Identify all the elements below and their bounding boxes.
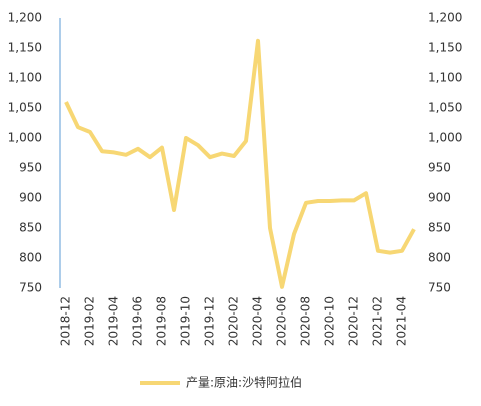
y-tick-label: 1,150 (8, 41, 42, 55)
x-tick-label: 2021-04 (395, 296, 409, 346)
x-tick-label: 2020-12 (347, 296, 361, 346)
x-tick-label: 2019-12 (203, 296, 217, 346)
y2-tick-label: 1,000 (428, 131, 462, 145)
y2-tick-label: 1,150 (428, 41, 462, 55)
y-tick-label: 1,000 (8, 131, 42, 145)
x-tick-label: 2019-02 (83, 296, 97, 346)
data-line (64, 38, 416, 289)
y-tick-label: 850 (19, 221, 42, 235)
x-tick-label: 2019-10 (179, 296, 193, 346)
x-tick-label: 2021-02 (371, 296, 385, 346)
y2-tick-label: 750 (428, 281, 451, 295)
x-tick-label: 2020-10 (323, 296, 337, 346)
y2-tick-label: 1,100 (428, 71, 462, 85)
x-tick-label: 2020-04 (251, 296, 265, 346)
y2-tick-label: 850 (428, 221, 451, 235)
x-tick-label: 2018-12 (59, 296, 73, 346)
y-tick-label: 1,050 (8, 101, 42, 115)
y-tick-label: 950 (19, 161, 42, 175)
x-tick-label: 2019-06 (131, 296, 145, 346)
x-tick-label: 2019-04 (107, 296, 121, 346)
y2-tick-label: 1,200 (428, 11, 462, 25)
y2-tick-label: 950 (428, 161, 451, 175)
y2-tick-label: 800 (428, 251, 451, 265)
y-tick-label: 1,200 (8, 11, 42, 25)
y-tick-label: 750 (19, 281, 42, 295)
x-tick-label: 2020-06 (275, 296, 289, 346)
y-tick-label: 900 (19, 191, 42, 205)
x-tick-label: 2019-08 (155, 296, 169, 346)
x-tick-label: 2020-02 (227, 296, 241, 346)
y2-tick-label: 1,050 (428, 101, 462, 115)
y-tick-label: 1,100 (8, 71, 42, 85)
y-tick-label: 800 (19, 251, 42, 265)
legend-label: 产量:原油:沙特阿拉伯 (186, 375, 302, 390)
x-tick-label: 2020-08 (299, 296, 313, 346)
y2-tick-label: 900 (428, 191, 451, 205)
